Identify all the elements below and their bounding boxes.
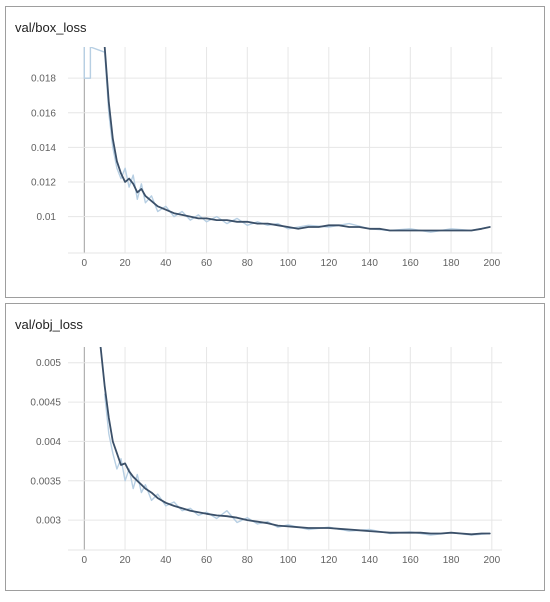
x-tick-label: 180 xyxy=(443,258,460,269)
x-tick-label: 160 xyxy=(402,555,419,566)
y-tick-label: 0.003 xyxy=(36,516,61,527)
raw-series-line xyxy=(83,47,491,233)
x-tick-label: 0 xyxy=(82,555,88,566)
x-tick-label: 180 xyxy=(443,555,460,566)
x-tick-label: 20 xyxy=(119,258,131,269)
x-tick-label: 60 xyxy=(201,258,213,269)
x-tick-label: 140 xyxy=(361,258,378,269)
smoothed-series-line xyxy=(99,347,491,536)
y-tick-label: 0.0035 xyxy=(30,476,61,487)
y-tick-label: 0.005 xyxy=(36,358,61,369)
y-tick-label: 0.018 xyxy=(31,74,56,85)
obj-loss-chart: 0 20 40 60 80 100 120 140 160 180 200 0.003 0.0035 0.… xyxy=(30,347,502,566)
x-tick-label: 20 xyxy=(119,555,131,566)
x-tick-label: 40 xyxy=(160,555,172,566)
smoothed-series-line xyxy=(103,47,491,232)
y-tick-label: 0.0045 xyxy=(30,398,61,409)
x-tick-label: 0 xyxy=(82,258,88,269)
x-tick-label: 100 xyxy=(280,258,297,269)
y-tick-label: 0.014 xyxy=(31,143,56,154)
x-tick-label: 200 xyxy=(483,555,500,566)
y-tick-label: 0.016 xyxy=(31,108,56,119)
y-tick-label: 0.004 xyxy=(36,437,61,448)
x-tick-label: 100 xyxy=(280,555,297,566)
y-tick-label: 0.012 xyxy=(31,178,56,189)
x-tick-label: 80 xyxy=(242,555,254,566)
chart-title: val/obj_loss xyxy=(15,317,83,332)
x-tick-label: 200 xyxy=(483,258,500,269)
chart-title: val/box_loss xyxy=(15,20,87,35)
box-loss-chart: 0 20 40 60 80 100 120 140 160 180 200 0.01 0.012 0.01… xyxy=(31,47,502,269)
x-tick-label: 140 xyxy=(361,555,378,566)
x-tick-label: 160 xyxy=(402,258,419,269)
raw-series-line xyxy=(104,393,491,536)
x-tick-label: 120 xyxy=(320,258,337,269)
y-tick-label: 0.01 xyxy=(37,212,57,223)
chart-panel-box-loss: val/box_loss 0 20 40 60 80 100 120 140 160 180 200… xyxy=(5,6,545,298)
x-tick-label: 120 xyxy=(320,555,337,566)
chart-panel-obj-loss: val/obj_loss 0 20 40 60 80 100 120 140 160 180 200… xyxy=(5,303,545,591)
x-tick-label: 60 xyxy=(201,555,213,566)
x-tick-label: 40 xyxy=(160,258,172,269)
x-tick-label: 80 xyxy=(242,258,254,269)
